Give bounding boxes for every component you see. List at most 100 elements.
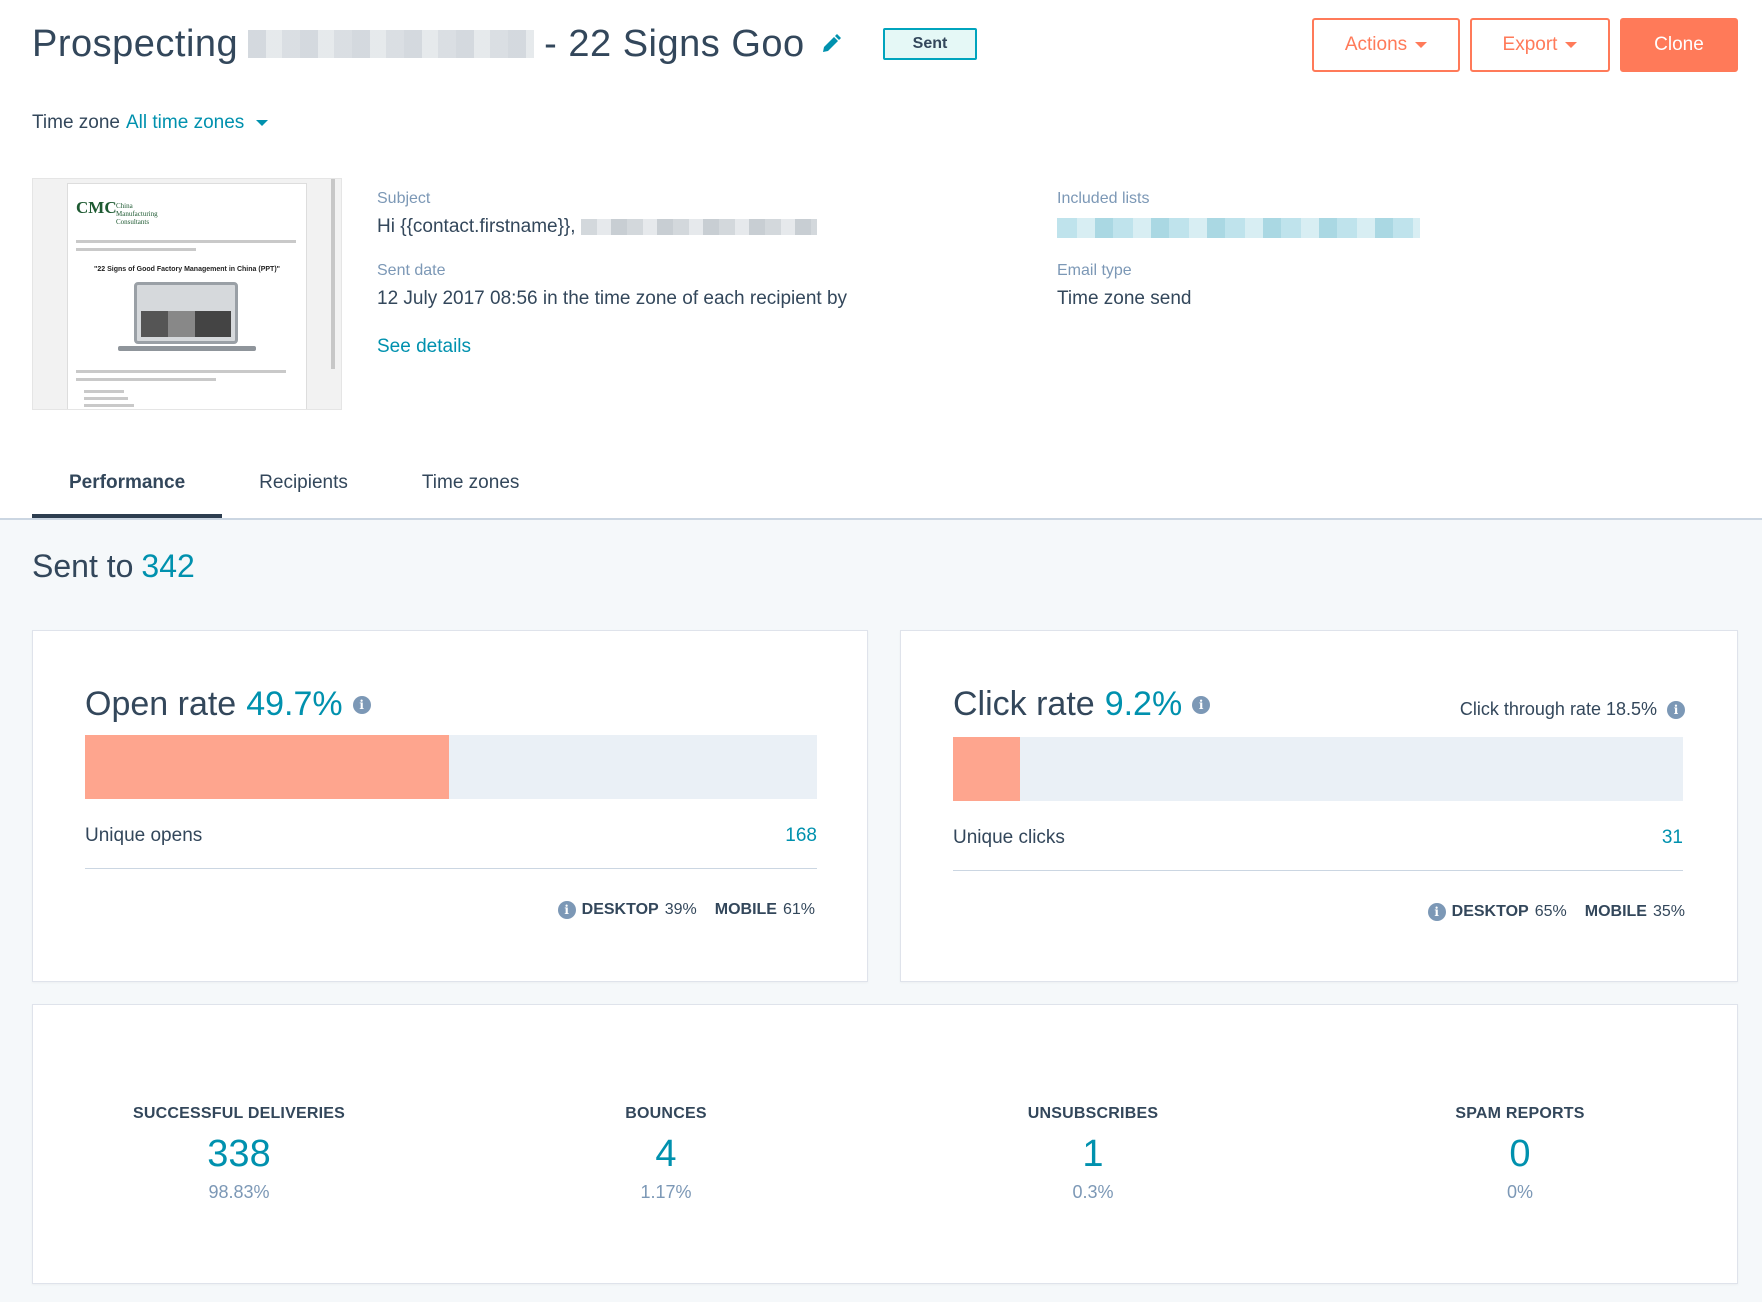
click-rate-value: 9.2% — [1104, 685, 1183, 723]
stat-value[interactable]: 0 — [1509, 1133, 1531, 1175]
actions-button-label: Actions — [1344, 34, 1408, 55]
open-rate-label: Open rate — [85, 685, 237, 723]
click-through-rate: Click through rate 18.5% i — [1460, 699, 1685, 720]
desktop-label: DESKTOP — [1451, 903, 1529, 920]
preview-text-line — [76, 240, 296, 243]
stat-value[interactable]: 4 — [655, 1133, 677, 1175]
stat-spam-reports: SPAM REPORTS 0 0% — [1370, 1105, 1670, 1203]
redacted-list-names — [1057, 218, 1420, 238]
sent-date-label: Sent date — [377, 262, 446, 279]
stat-bounces: BOUNCES 4 1.17% — [516, 1105, 816, 1203]
subject-label: Subject — [377, 190, 431, 207]
page-title-prefix: Prospecting — [32, 22, 239, 65]
preview-heading: "22 Signs of Good Factory Management in … — [94, 266, 280, 273]
unique-opens-label: Unique opens — [85, 825, 203, 846]
desktop-value: 39% — [664, 901, 697, 918]
open-rate-card: Open rate 49.7% i Unique opens 168 i DES… — [32, 630, 868, 982]
open-rate-title: Open rate 49.7% i — [85, 685, 371, 724]
tab-time-zones[interactable]: Time zones — [421, 472, 520, 493]
tab-recipients[interactable]: Recipients — [259, 472, 348, 493]
unique-opens-row: Unique opens 168 — [85, 825, 817, 869]
actions-dropdown-button[interactable]: Actions — [1312, 18, 1460, 72]
mobile-label: MOBILE — [714, 901, 777, 918]
mobile-label: MOBILE — [1584, 903, 1647, 920]
redacted-subject-segment — [580, 218, 817, 235]
subject-value: Hi {{contact.firstname}}, — [377, 216, 817, 238]
unique-opens-value[interactable]: 168 — [785, 825, 817, 846]
click-rate-bar-fill — [953, 737, 1021, 801]
sent-date-value: 12 July 2017 08:56 in the time zone of e… — [377, 288, 848, 309]
delivery-stats-card: SUCCESSFUL DELIVERIES 338 98.83% BOUNCES… — [32, 1004, 1738, 1284]
email-preview-thumbnail[interactable]: CMC China Manufacturing Consultants "22 … — [32, 178, 342, 410]
cmc-logo: CMC — [76, 198, 117, 217]
stat-percent: 0.3% — [1072, 1182, 1114, 1202]
timezone-label: Time zone — [32, 112, 120, 133]
click-device-breakdown: i DESKTOP 65% MOBILE 35% — [1427, 903, 1685, 921]
open-device-breakdown: i DESKTOP 39% MOBILE 61% — [557, 901, 815, 919]
chevron-down-icon[interactable] — [256, 120, 269, 126]
stat-percent: 1.17% — [640, 1182, 692, 1202]
preview-text-line — [84, 397, 128, 400]
open-rate-bar — [85, 735, 817, 799]
report-tabs: Performance Recipients Time zones — [32, 460, 556, 520]
preview-text-line — [84, 404, 134, 407]
edit-pencil-icon[interactable] — [819, 32, 843, 56]
laptop-base — [118, 346, 256, 351]
chevron-down-icon — [1415, 42, 1428, 48]
info-icon[interactable]: i — [1427, 903, 1446, 921]
included-lists-value[interactable] — [1057, 218, 1420, 244]
desktop-label: DESKTOP — [581, 901, 659, 918]
stat-unsubscribes: UNSUBSCRIBES 1 0.3% — [943, 1105, 1243, 1203]
stat-percent: 98.83% — [208, 1182, 270, 1202]
info-icon[interactable]: i — [352, 695, 371, 714]
click-rate-title: Click rate 9.2% i — [953, 685, 1211, 724]
info-icon[interactable]: i — [1192, 695, 1211, 714]
preview-text-line — [84, 390, 124, 393]
stat-value[interactable]: 338 — [207, 1133, 271, 1175]
sent-to-count[interactable]: 342 — [141, 548, 195, 584]
click-rate-card: Click rate 9.2% i Click through rate 18.… — [900, 630, 1738, 982]
stat-label: SUCCESSFUL DELIVERIES — [133, 1105, 345, 1122]
mobile-value: 35% — [1652, 903, 1685, 920]
factory-photo — [141, 311, 231, 337]
email-type-value: Time zone send — [1057, 288, 1192, 309]
included-lists-label: Included lists — [1057, 190, 1150, 207]
clone-button[interactable]: Clone — [1620, 18, 1738, 72]
stat-label: SPAM REPORTS — [1455, 1105, 1585, 1122]
unique-clicks-row: Unique clicks 31 — [953, 827, 1683, 871]
unique-clicks-value[interactable]: 31 — [1661, 827, 1683, 848]
sent-to-summary: Sent to 342 — [32, 548, 195, 585]
preview-scrollbar[interactable] — [331, 179, 335, 369]
title-row: Prospecting - 22 Signs Goo Sent — [32, 16, 978, 72]
email-summary-header: Prospecting - 22 Signs Goo Sent Actions … — [0, 0, 1762, 520]
stat-label: BOUNCES — [625, 1105, 707, 1122]
stat-label: UNSUBSCRIBES — [1027, 1105, 1159, 1122]
export-button-label: Export — [1502, 34, 1558, 55]
laptop-image — [134, 282, 238, 344]
see-details-link[interactable]: See details — [377, 336, 472, 357]
timezone-selector: Time zone All time zones — [32, 112, 269, 134]
tab-performance[interactable]: Performance — [32, 460, 223, 520]
stat-value[interactable]: 1 — [1082, 1133, 1104, 1175]
click-rate-label: Click rate — [953, 685, 1095, 723]
email-type-label: Email type — [1057, 262, 1132, 279]
mobile-value: 61% — [782, 901, 815, 918]
subject-text: Hi {{contact.firstname}}, — [377, 216, 576, 237]
click-through-rate-text: Click through rate 18.5% — [1459, 699, 1657, 719]
stat-percent: 0% — [1506, 1182, 1533, 1202]
page-title-suffix: - 22 Signs Goo — [544, 22, 805, 65]
cmc-logo-subtitle: China Manufacturing Consultants — [116, 202, 158, 226]
export-dropdown-button[interactable]: Export — [1470, 18, 1610, 72]
clone-button-label: Clone — [1654, 34, 1704, 55]
email-preview-page: CMC China Manufacturing Consultants "22 … — [67, 183, 307, 409]
preview-text-line — [76, 378, 216, 381]
open-rate-value: 49.7% — [246, 685, 343, 723]
click-rate-bar — [953, 737, 1683, 801]
info-icon[interactable]: i — [557, 901, 576, 919]
desktop-value: 65% — [1534, 903, 1567, 920]
stat-successful-deliveries: SUCCESSFUL DELIVERIES 338 98.83% — [89, 1105, 389, 1203]
timezone-dropdown[interactable]: All time zones — [126, 112, 245, 133]
sent-to-label: Sent to — [32, 548, 134, 584]
unique-clicks-label: Unique clicks — [953, 827, 1065, 848]
info-icon[interactable]: i — [1667, 700, 1685, 719]
